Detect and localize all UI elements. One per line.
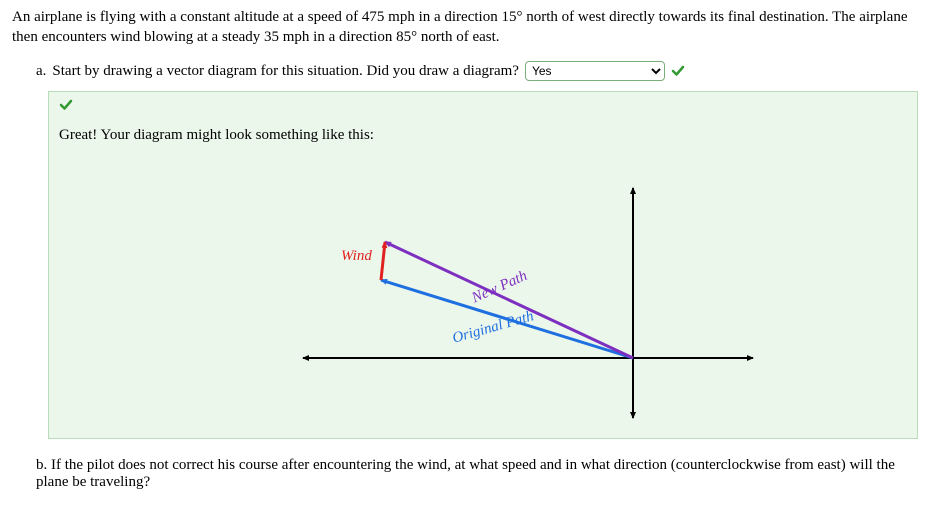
part-b-label: b. <box>36 457 47 473</box>
part-a: a. Start by drawing a vector diagram for… <box>36 61 929 81</box>
part-a-label: a. <box>36 63 46 80</box>
vector-diagram: Original PathNew PathWind <box>163 158 803 428</box>
part-b: b. If the pilot does not correct his cou… <box>36 457 929 491</box>
feedback-panel: Great! Your diagram might look something… <box>48 91 918 439</box>
diagram-drawn-select[interactable]: Yes No <box>525 61 665 81</box>
part-b-prompt: If the pilot does not correct his course… <box>36 457 895 490</box>
problem-statement: An airplane is flying with a constant al… <box>12 8 929 47</box>
feedback-text: Great! Your diagram might look something… <box>59 127 907 144</box>
feedback-check-icon <box>59 98 907 117</box>
part-a-prompt: Start by drawing a vector diagram for th… <box>52 63 519 80</box>
wind-label: Wind <box>341 248 372 265</box>
check-icon <box>671 64 685 78</box>
